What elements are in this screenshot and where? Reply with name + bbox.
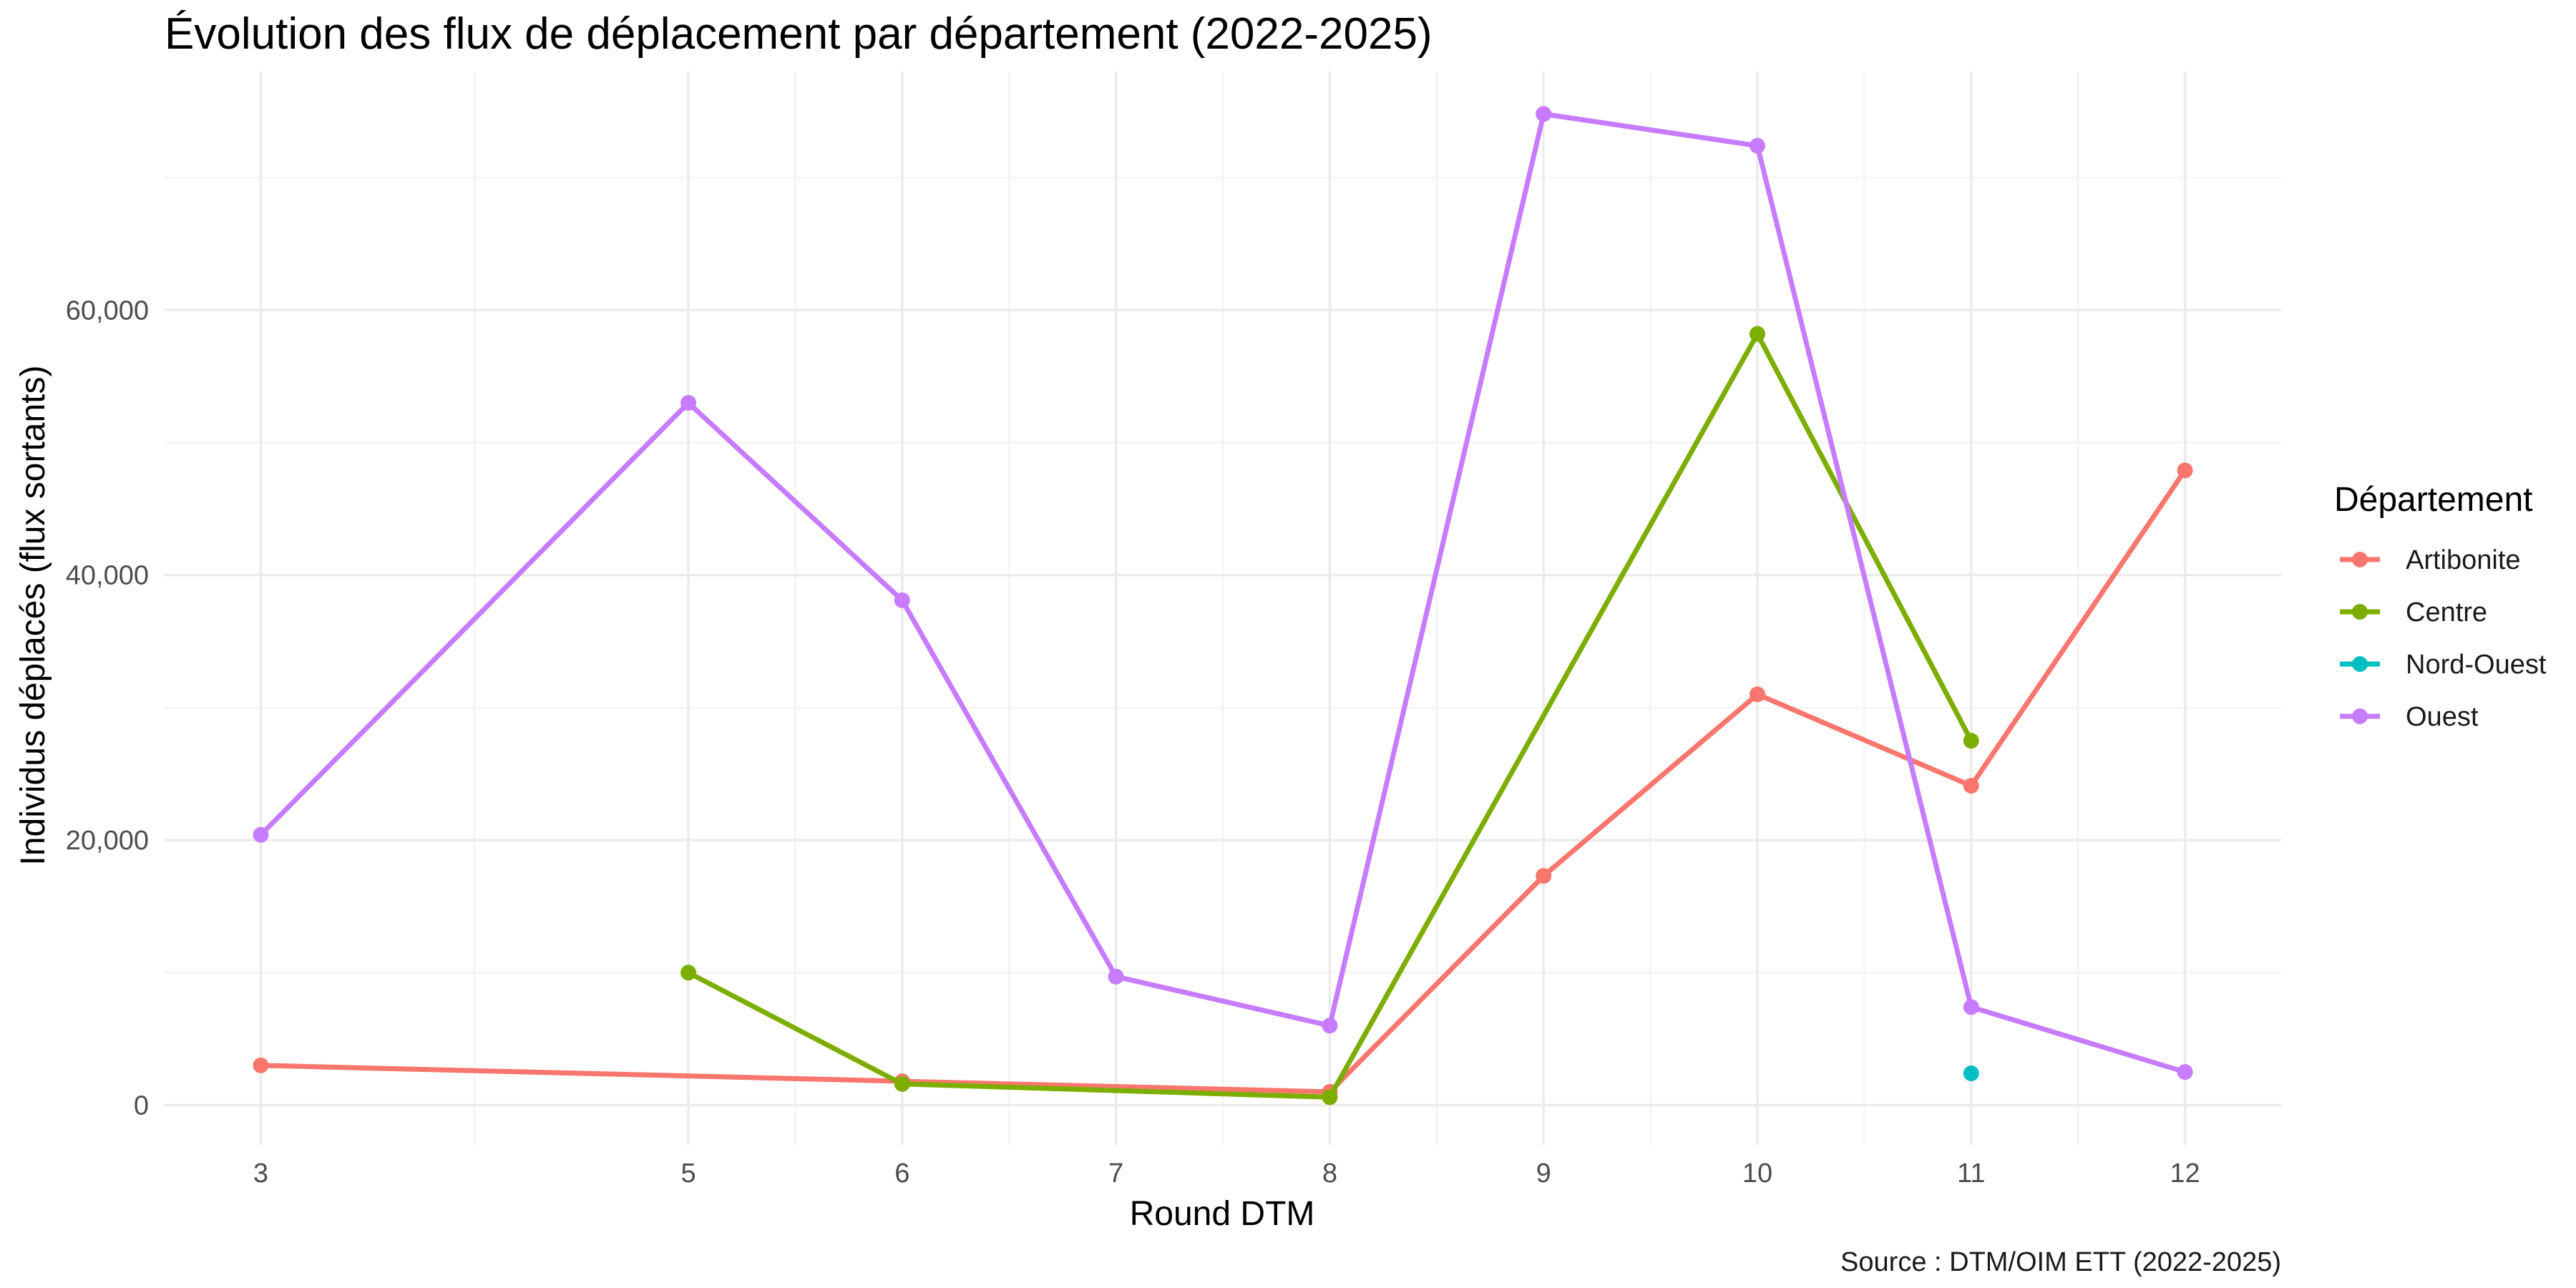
series-nord-ouest [1963,1065,1979,1081]
legend-title: Département [2334,481,2532,519]
y-tick-label: 20,000 [66,826,149,856]
chart-title: Évolution des flux de déplacement par dé… [165,9,1433,59]
data-point-ouest [680,394,697,411]
x-tick-label: 8 [1322,1158,1337,1189]
y-axis-title: Individus déplacés (flux sortants) [14,366,52,866]
data-point-centre [1322,1089,1338,1106]
legend-items: Artibonite Centre Nord-Ouest Ouest [2340,545,2547,732]
data-point-centre [680,965,697,981]
legend-item-artibonite: Artibonite [2340,545,2521,575]
data-point-artibonite [1749,686,1765,703]
legend-item-ouest: Ouest [2340,702,2479,732]
x-tick-label: 5 [680,1158,696,1189]
data-point-ouest [1536,106,1552,122]
legend-label: Ouest [2406,702,2479,732]
y-tick-label: 60,000 [66,296,149,326]
legend-item-centre: Centre [2340,597,2487,628]
x-axis-title: Round DTM [1130,1195,1315,1233]
data-point-ouest [1108,968,1124,985]
tick-layer: 0 20,000 40,000 60,000 3 5 6 7 8 9 10 11 12 [66,296,2200,1189]
data-point-artibonite [253,1057,269,1073]
x-tick-label: 7 [1108,1158,1123,1189]
x-tick-label: 11 [1957,1158,1985,1189]
data-point-centre [1749,326,1765,342]
series-ouest [253,106,2193,1080]
legend-key-point [2352,656,2368,672]
legend-key-point [2352,708,2368,724]
data-point-ouest [1963,999,1979,1015]
legend-key-point [2352,552,2368,567]
data-point-nord-ouest [1963,1065,1979,1081]
series-layer [253,106,2193,1106]
legend: Département Artibonite Centre Nord-Ouest Ou… [2334,481,2547,732]
legend-label: Nord-Ouest [2406,650,2547,680]
x-tick-label: 6 [894,1158,909,1189]
data-point-artibonite [1536,868,1552,884]
data-point-ouest [253,826,269,843]
y-tick-label: 0 [134,1091,149,1121]
series-centre [680,326,1979,1106]
data-point-artibonite [2177,462,2193,479]
data-point-ouest [2177,1064,2193,1080]
x-tick-label: 10 [1742,1158,1772,1189]
y-tick-label: 40,000 [66,561,149,591]
data-point-artibonite [1963,778,1979,794]
x-tick-label: 12 [2170,1158,2200,1189]
data-point-centre [894,1075,910,1092]
legend-label: Centre [2406,597,2487,628]
data-point-ouest [894,592,910,608]
chart-caption: Source : DTM/OIM ETT (2022-2025) [1840,1247,2281,1277]
legend-key-point [2352,604,2368,620]
legend-item-nord-ouest: Nord-Ouest [2340,650,2547,680]
x-tick-label: 3 [253,1158,268,1189]
data-point-centre [1963,733,1979,749]
legend-label: Artibonite [2406,545,2521,575]
data-point-ouest [1322,1018,1338,1034]
x-tick-label: 9 [1536,1158,1551,1189]
data-point-ouest [1749,137,1765,154]
